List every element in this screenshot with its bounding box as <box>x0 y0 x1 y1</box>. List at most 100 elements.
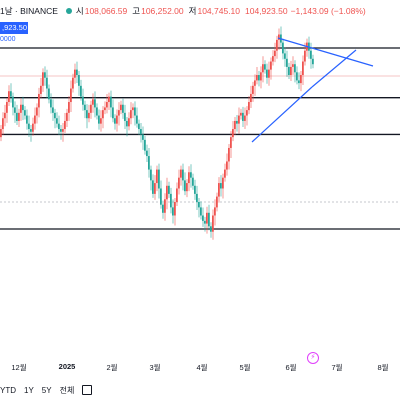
candle-body <box>302 61 304 76</box>
candles <box>0 26 314 240</box>
range-1y-button[interactable]: 1Y <box>24 385 34 395</box>
candle-body <box>20 104 22 113</box>
range-5y-button[interactable]: 5Y <box>41 385 52 395</box>
candle-body <box>166 185 168 200</box>
candle-body <box>24 110 26 116</box>
x-tick-label: 6월 <box>285 363 297 372</box>
candle-body <box>232 129 234 138</box>
candle-body <box>70 88 72 103</box>
open-value: 108,066.59 <box>84 6 128 16</box>
candle-body <box>44 72 46 78</box>
open-label: 시 <box>75 6 84 16</box>
x-tick-label: 8월 <box>377 363 389 372</box>
candle-body <box>150 169 152 181</box>
candle-body <box>242 112 244 121</box>
candle-body <box>74 69 76 78</box>
candle-body <box>124 112 126 121</box>
candle-body <box>114 118 116 124</box>
candle-body <box>230 137 232 148</box>
candle-body <box>182 169 184 181</box>
candle-body <box>222 177 224 189</box>
last-price-tag: ,923.50 <box>0 22 28 34</box>
candle-body <box>134 107 136 116</box>
candle-body <box>270 61 272 70</box>
candle-body <box>108 96 110 103</box>
candle-body <box>64 120 66 130</box>
candle-body <box>226 161 228 170</box>
candle-body <box>110 96 112 108</box>
candle-body <box>90 104 92 113</box>
candle-body <box>206 212 208 224</box>
candle-body <box>256 75 258 81</box>
candle-body <box>38 93 40 108</box>
x-axis: 12월 2025 2월 3월 4월 5월 6월 7월 8월 <box>0 362 400 376</box>
candle-body <box>184 180 186 192</box>
high-label: 고 <box>132 6 141 16</box>
candle-body <box>138 123 140 130</box>
candle-body <box>126 120 128 127</box>
candle-body <box>312 58 314 65</box>
candle-body <box>84 104 86 111</box>
candle-body <box>142 134 144 140</box>
candle-body <box>62 129 64 132</box>
x-tick-label: 2월 <box>106 363 118 372</box>
candle-body <box>136 115 138 124</box>
candle-body <box>288 66 290 76</box>
candle-body <box>172 207 174 216</box>
candle-body <box>176 188 178 202</box>
candle-body <box>196 193 198 202</box>
candle-body <box>298 80 300 84</box>
candle-body <box>274 50 276 57</box>
candle-body <box>132 107 134 111</box>
candle-body <box>246 110 248 116</box>
candle-body <box>160 188 162 205</box>
candle-body <box>144 139 146 151</box>
candle-body <box>80 85 82 97</box>
candle-body <box>22 104 24 111</box>
x-tick-label: 12월 <box>11 363 27 372</box>
candle-body <box>140 129 142 135</box>
candle-body <box>234 120 236 130</box>
candle-body <box>186 183 188 192</box>
candle-body <box>100 118 102 124</box>
candle-body <box>198 201 200 208</box>
close-value: 104,923.50 <box>245 6 288 16</box>
candle-body <box>188 172 190 184</box>
candle-body <box>260 72 262 81</box>
candle-body <box>276 39 278 51</box>
candle-body <box>66 112 68 121</box>
candle-body <box>28 123 30 130</box>
candle-body <box>130 110 132 119</box>
candle-body <box>194 185 196 194</box>
candle-body <box>310 50 312 59</box>
candle-body <box>290 66 292 76</box>
candle-body <box>68 102 70 113</box>
candle-body <box>36 107 38 116</box>
symbol-label[interactable]: 1날 · BINANCE <box>0 6 58 16</box>
candle-body <box>218 183 220 197</box>
candle-body <box>96 107 98 116</box>
candle-body <box>56 118 58 124</box>
candle-body <box>82 96 84 105</box>
candle-body <box>92 99 94 105</box>
candle-body <box>26 115 28 124</box>
lightning-icon[interactable]: ⚡ <box>307 352 319 364</box>
candle-body <box>164 199 166 213</box>
price-tag-sub: 0000 <box>0 36 16 43</box>
range-all-button[interactable]: 전체 <box>59 385 75 395</box>
candle-body <box>272 56 274 62</box>
candle-body <box>292 64 294 67</box>
candle-body <box>54 112 56 119</box>
calendar-icon[interactable] <box>82 385 93 395</box>
low-label: 저 <box>188 6 197 16</box>
x-tick-label: 3월 <box>149 363 161 372</box>
candle-body <box>300 75 302 84</box>
candle-body <box>12 96 14 108</box>
x-tick-label: 7월 <box>331 363 343 372</box>
market-status-icon <box>65 8 72 14</box>
candle-body <box>120 104 122 111</box>
candle-body <box>50 99 52 108</box>
range-ytd-button[interactable]: YTD <box>0 385 16 395</box>
candle-body <box>60 129 62 132</box>
